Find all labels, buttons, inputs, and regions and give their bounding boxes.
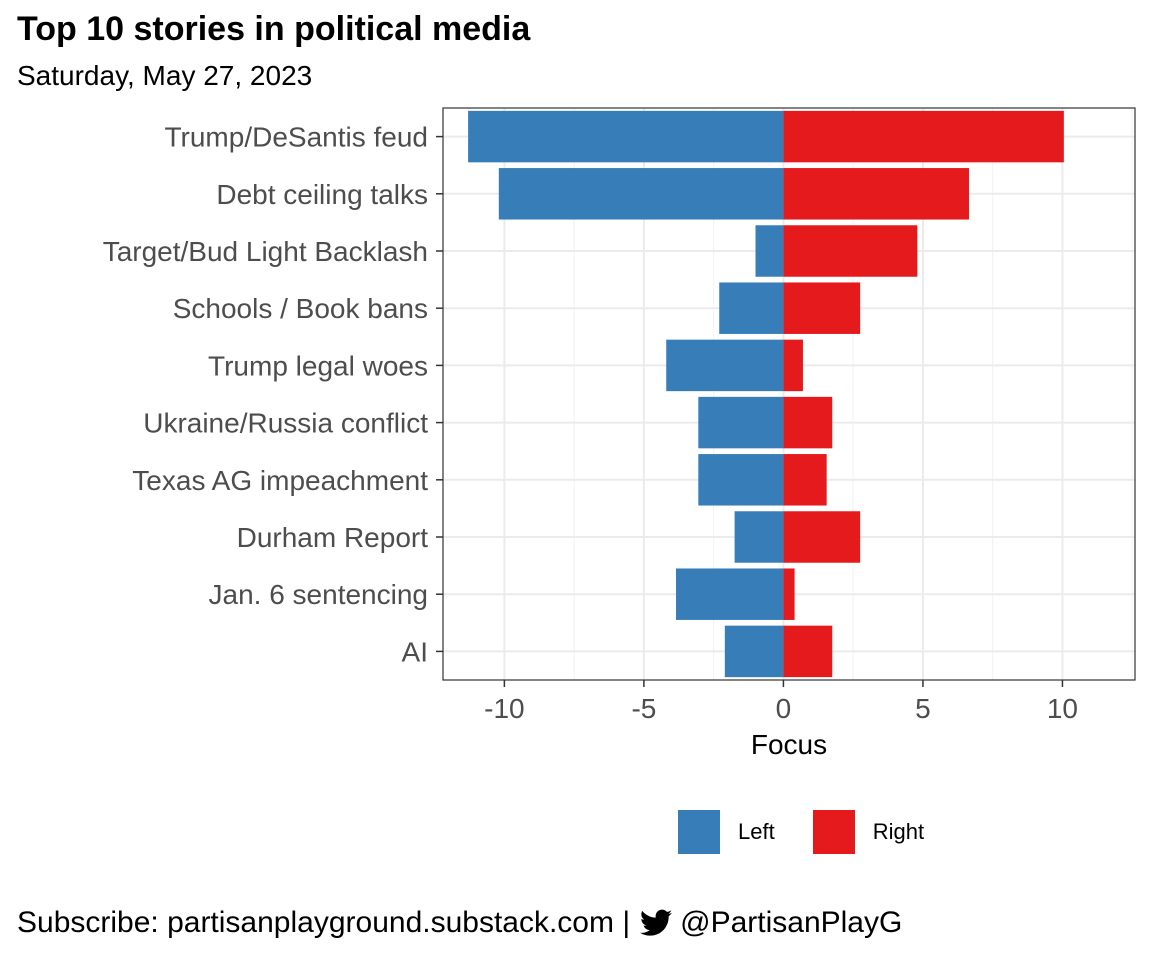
bar-left [698, 454, 784, 506]
bar-left [675, 568, 784, 620]
x-tick-label: 5 [915, 693, 931, 724]
bar-right [783, 282, 861, 334]
legend-label-right: Right [872, 819, 925, 844]
bar-left [698, 396, 784, 449]
bar-right [783, 339, 803, 392]
subscribe-text: Subscribe: partisanplayground.substack.c… [17, 906, 631, 939]
legend: Left Right [678, 810, 924, 854]
bar-right [783, 225, 918, 277]
bar-right [783, 625, 833, 678]
legend-item-left: Left [678, 810, 813, 854]
bar-right [783, 454, 827, 506]
x-tick-label: -10 [484, 693, 524, 724]
bar-right [783, 568, 795, 620]
chart-subtitle: Saturday, May 27, 2023 [17, 60, 313, 91]
y-tick-label: Jan. 6 sentencing [209, 579, 429, 610]
bar-left [719, 282, 784, 334]
y-tick-label: Schools / Book bans [173, 293, 428, 324]
bar-left [734, 511, 784, 563]
twitter-bird-icon [640, 909, 673, 936]
bar-right [783, 511, 861, 563]
y-tick-label: Ukraine/Russia conflict [143, 408, 428, 439]
bar-left [666, 339, 784, 392]
bar-left [468, 110, 784, 163]
bar-right [783, 110, 1064, 163]
bar-left [724, 625, 784, 678]
x-tick-label: -5 [631, 693, 656, 724]
x-tick-label: 0 [776, 693, 792, 724]
x-tick-label: 10 [1047, 693, 1078, 724]
bar-right [783, 396, 833, 449]
panel-border [442, 107, 1136, 681]
legend-swatch-left [678, 810, 720, 854]
chart-title: Top 10 stories in political media [17, 10, 531, 48]
y-tick-label: Texas AG impeachment [132, 465, 428, 496]
y-tick-label: Trump legal woes [208, 350, 428, 381]
y-tick-label: Durham Report [237, 522, 429, 553]
y-tick-label: Debt ceiling talks [216, 179, 428, 210]
legend-swatch-right [812, 810, 855, 854]
bar-chart: Trump/DeSantis feud Debt ceiling talks Tar… [103, 107, 1136, 760]
bar-left [498, 168, 784, 220]
bar-left [755, 225, 784, 277]
y-tick-label: Target/Bud Light Backlash [103, 236, 428, 267]
bar-right [783, 168, 969, 220]
legend-item-right: Right [812, 810, 925, 854]
y-tick-label: AI [402, 636, 428, 667]
x-axis-label: Focus [751, 729, 827, 760]
twitter-handle: @PartisanPlayG [680, 906, 903, 939]
footer: Subscribe: partisanplayground.substack.c… [17, 906, 902, 940]
legend-label-left: Left [738, 819, 775, 844]
y-tick-label: Trump/DeSantis feud [164, 122, 428, 153]
